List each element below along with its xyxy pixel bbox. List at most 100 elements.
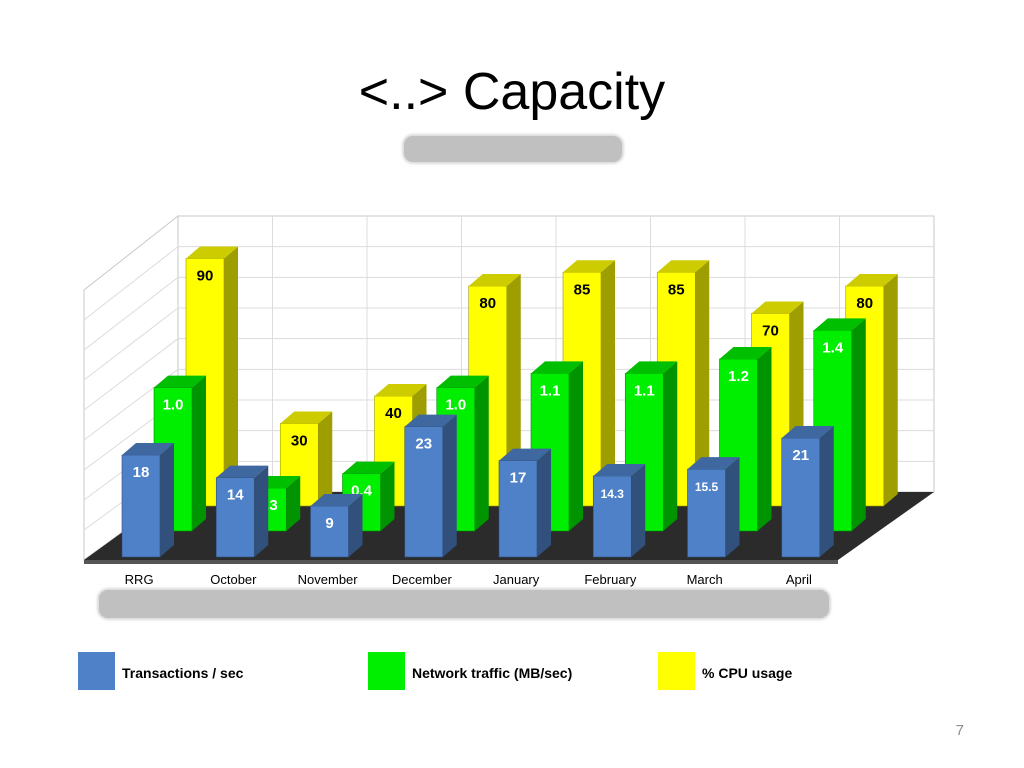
bar-top-face	[531, 361, 583, 374]
bar-value-label: 80	[856, 295, 873, 312]
bar-value-label: 23	[415, 436, 432, 453]
page-number: 7	[955, 722, 964, 739]
bar-value-label: 80	[479, 295, 496, 312]
bar-value-label: 17	[510, 470, 527, 487]
bar-top-face	[563, 260, 615, 273]
bar-side-face	[757, 347, 772, 531]
bar-front-face	[121, 454, 161, 558]
x-tick-label: April	[786, 572, 812, 587]
bar-top-face	[436, 375, 489, 388]
legend-swatch-transactions	[78, 652, 115, 690]
x-tick-label: RRG	[125, 572, 154, 587]
bar-front-face	[781, 437, 821, 558]
bar-top-face	[468, 274, 521, 286]
bar-transactions-january: 17	[498, 448, 551, 558]
bar-value-label: 15.5	[695, 480, 719, 494]
bar-side-face	[318, 411, 333, 506]
bar-transactions-october: 14	[215, 465, 269, 558]
bar-value-label: 1.2	[728, 368, 749, 385]
bar-value-label: 40	[385, 405, 402, 422]
bar-value-label: 85	[574, 281, 591, 298]
bar-side-face	[348, 494, 363, 557]
bar-value-label: 18	[133, 464, 150, 481]
redacted-axis-block	[99, 590, 829, 618]
bar-chart: 90304080858570801.00.30.41.01.11.11.21.4…	[83, 214, 935, 587]
chart-floor-edge	[84, 560, 838, 564]
bar-side-face	[663, 361, 678, 531]
bar-side-face	[569, 361, 583, 531]
bar-value-label: 21	[792, 447, 809, 464]
bar-top-face	[216, 465, 269, 478]
bar-top-face	[499, 448, 551, 461]
bar-side-face	[474, 375, 489, 531]
bar-top-face	[280, 411, 333, 424]
bar-value-label: 1.1	[540, 382, 561, 399]
x-tick-label: March	[687, 572, 723, 587]
bar-value-label: 14	[227, 487, 244, 504]
bar-top-face	[310, 494, 363, 506]
bar-value-label: 1.4	[822, 339, 844, 356]
legend-swatch-network	[368, 652, 405, 690]
slide-title: <..> Capacity	[358, 63, 666, 121]
bar-side-face	[192, 375, 206, 531]
bar-side-face	[883, 274, 898, 506]
x-tick-label: November	[298, 572, 359, 587]
bar-side-face	[254, 465, 269, 557]
bar-top-face	[122, 443, 174, 455]
legend-label-network: Network traffic (MB/sec)	[412, 665, 573, 681]
bar-top-face	[845, 274, 898, 286]
bar-side-face	[631, 463, 646, 557]
bar-top-face	[342, 461, 395, 474]
bar-side-face	[537, 448, 551, 557]
bar-transactions-march: 15.5	[687, 457, 740, 558]
bar-transactions-february: 14.3	[592, 463, 646, 558]
bar-value-label: 70	[762, 323, 779, 340]
bar-side-face	[286, 476, 301, 531]
bar-top-face	[781, 426, 834, 438]
legend-label-cpu: % CPU usage	[702, 665, 793, 681]
grid-line	[83, 307, 179, 381]
bar-side-face	[224, 246, 238, 506]
bar-side-face	[380, 461, 395, 531]
bar-value-label: 85	[668, 281, 685, 298]
bar-top-face	[404, 414, 457, 427]
bar-top-face	[625, 361, 678, 374]
bar-top-face	[813, 318, 866, 331]
bar-top-face	[657, 260, 710, 273]
bar-value-label: 1.1	[634, 382, 655, 399]
bar-top-face	[186, 246, 238, 259]
bar-cpu-october: 30	[279, 411, 333, 507]
bar-value-label: 1.0	[445, 397, 466, 414]
redacted-subtitle-block	[404, 136, 622, 162]
bar-side-face	[601, 260, 615, 506]
grid-line	[83, 338, 179, 411]
legend-label-transactions: Transactions / sec	[122, 665, 244, 681]
bar-side-face	[725, 457, 740, 557]
bar-value-label: 90	[197, 268, 214, 285]
x-tick-label: February	[584, 572, 637, 587]
bar-top-face	[374, 384, 427, 396]
bar-side-face	[819, 426, 834, 557]
bar-top-face	[751, 301, 804, 314]
bar-front-face	[310, 505, 349, 558]
bar-value-label: 9	[325, 515, 333, 532]
bar-transactions-november: 9	[310, 494, 363, 558]
bar-side-face	[160, 443, 174, 557]
grid-line	[83, 276, 179, 351]
bar-transactions-april: 21	[781, 426, 834, 558]
bar-side-face	[442, 414, 457, 557]
bar-front-face	[404, 426, 444, 558]
x-tick-label: January	[493, 572, 540, 587]
bar-value-label: 30	[291, 433, 308, 450]
bar-top-face	[593, 463, 646, 476]
x-tick-label: December	[392, 572, 453, 587]
x-tick-label: October	[210, 572, 257, 587]
bar-transactions-rrg: 18	[121, 443, 174, 558]
legend-swatch-cpu	[658, 652, 695, 690]
bar-side-face	[695, 260, 710, 506]
bar-front-face	[687, 468, 726, 558]
bar-side-face	[506, 274, 521, 506]
bar-side-face	[851, 318, 866, 531]
bar-top-face	[719, 347, 772, 359]
bar-value-label: 1.0	[163, 397, 184, 414]
